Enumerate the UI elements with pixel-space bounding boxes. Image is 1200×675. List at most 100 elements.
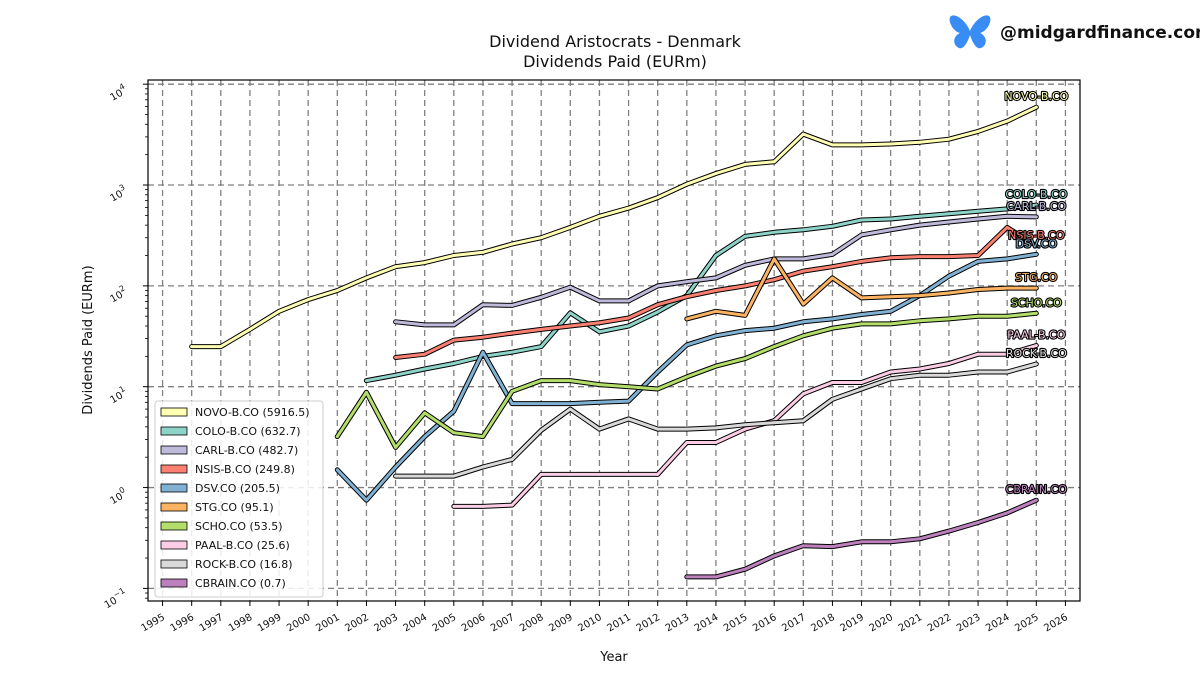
data-point	[801, 334, 805, 338]
data-point	[452, 409, 456, 413]
data-point	[685, 441, 689, 444]
data-point	[947, 220, 951, 224]
data-point	[627, 473, 630, 476]
data-point	[510, 389, 514, 393]
x-tick-label: 2006	[460, 612, 488, 634]
legend-swatch	[160, 559, 188, 569]
data-point	[423, 411, 427, 415]
x-tick-label: 2005	[431, 612, 459, 634]
data-point	[394, 474, 397, 478]
data-point	[423, 352, 427, 356]
data-point	[656, 427, 660, 431]
data-point	[714, 334, 718, 338]
data-point	[772, 421, 776, 425]
data-point	[889, 370, 893, 374]
x-tick-label: 2012	[635, 612, 663, 634]
series-end-label: NSIS-B.CO	[1008, 229, 1065, 242]
legend-entry: CBRAIN.CO (0.7)	[195, 577, 286, 590]
data-point	[598, 330, 601, 334]
data-point	[423, 261, 427, 265]
data-point	[685, 343, 689, 347]
data-point	[394, 446, 397, 449]
data-point	[627, 324, 630, 328]
series-end-label: ROCK-B.CO	[1006, 347, 1067, 360]
data-point	[860, 322, 863, 326]
x-tick-label: 2026	[1042, 612, 1070, 634]
data-point	[1034, 311, 1038, 315]
x-tick-label: 2002	[343, 612, 371, 634]
data-point	[568, 285, 572, 289]
data-point	[889, 217, 893, 221]
data-point	[889, 256, 893, 260]
data-point	[568, 225, 572, 229]
plot-frame	[147, 79, 1081, 602]
y-tick-label: 100	[107, 485, 130, 507]
x-tick-label: 2013	[664, 612, 692, 634]
data-point	[539, 473, 543, 476]
data-point	[394, 356, 397, 359]
data-point	[365, 276, 368, 280]
data-point	[860, 233, 863, 237]
series-end-label: CBRAIN.CO	[1006, 483, 1068, 496]
data-point	[423, 435, 427, 439]
x-tick-label: 2014	[693, 612, 721, 634]
x-tick-label: 1997	[198, 612, 226, 634]
data-point	[656, 387, 660, 391]
x-tick-label: 1995	[140, 612, 168, 634]
data-point	[860, 296, 863, 300]
data-point	[394, 265, 397, 269]
data-point	[510, 331, 514, 335]
data-point	[976, 370, 980, 374]
data-point	[452, 338, 456, 342]
data-point	[598, 214, 601, 218]
x-tick-label: 2016	[751, 612, 779, 634]
data-point	[831, 381, 834, 384]
data-point	[918, 537, 922, 541]
data-point	[685, 182, 689, 186]
data-point	[481, 465, 485, 469]
data-point	[889, 142, 893, 146]
x-tick-label: 2001	[314, 612, 342, 634]
data-point	[190, 345, 194, 348]
data-point	[598, 383, 601, 386]
data-point	[568, 473, 572, 476]
data-point	[423, 323, 427, 327]
data-point	[1034, 286, 1038, 290]
data-point	[918, 214, 922, 218]
y-tick-label: 103	[107, 183, 130, 205]
data-point	[831, 143, 834, 147]
legend-swatch	[160, 502, 188, 512]
y-tick-label: 104	[107, 82, 130, 104]
data-point	[452, 474, 456, 478]
data-point	[539, 345, 543, 348]
data-point	[889, 295, 893, 299]
data-point	[656, 284, 660, 288]
legend-entry: NSIS-B.CO (249.8)	[195, 463, 295, 476]
data-point	[481, 335, 485, 339]
data-point	[976, 217, 980, 221]
data-point	[976, 314, 980, 318]
data-point	[598, 400, 601, 404]
data-point	[743, 284, 747, 288]
data-point	[568, 407, 572, 411]
data-point	[976, 521, 980, 524]
data-point	[656, 473, 660, 476]
data-point	[656, 310, 660, 314]
data-point	[1005, 314, 1009, 318]
data-point	[1005, 370, 1009, 374]
data-point	[685, 427, 689, 431]
data-point	[801, 544, 805, 548]
data-point	[510, 503, 514, 507]
data-point	[598, 427, 601, 431]
data-point	[539, 379, 543, 382]
y-tick-label: 102	[107, 283, 130, 305]
data-point	[423, 474, 427, 478]
y-tick-label: 10−1	[101, 586, 130, 611]
data-point	[452, 362, 456, 365]
legend-swatch	[160, 407, 188, 417]
data-point	[627, 399, 630, 403]
data-point	[510, 304, 514, 307]
data-point	[772, 160, 776, 164]
y-axis-label: Dividends Paid (EURm)	[81, 265, 96, 414]
data-point	[1034, 498, 1038, 502]
